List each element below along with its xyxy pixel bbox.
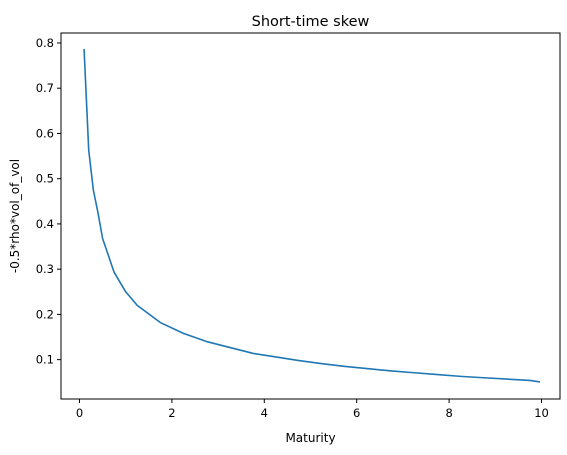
y-tick-label: 0.1 <box>36 353 54 367</box>
x-axis-ticks: 0 2 4 6 8 10 <box>76 399 549 420</box>
series-line-0 <box>83 48 541 383</box>
x-tick-label: 8 <box>445 406 452 420</box>
y-axis-label: -0.5*rho*vol_of_vol <box>8 159 22 273</box>
x-axis-label: Maturity <box>285 431 335 445</box>
y-axis-ticks: 0.1 0.2 0.3 0.4 0.5 0.6 0.7 0.8 <box>36 36 61 367</box>
y-tick-label: 0.5 <box>36 172 54 186</box>
x-tick-label: 6 <box>353 406 360 420</box>
y-tick-label: 0.4 <box>36 217 54 231</box>
x-tick-label: 2 <box>168 406 175 420</box>
y-tick-label: 0.6 <box>36 126 54 140</box>
plot-frame <box>60 32 561 400</box>
y-tick-label: 0.7 <box>36 81 54 95</box>
y-tick-label: 0.2 <box>36 307 54 321</box>
x-tick-label: 10 <box>534 406 549 420</box>
x-tick-label: 4 <box>261 406 268 420</box>
y-tick-label: 0.3 <box>36 262 54 276</box>
y-tick-label: 0.8 <box>36 36 54 50</box>
plot-area: 0 2 4 6 8 10 0.1 0.2 0.3 0.4 0.5 0.6 0.7 0.8 <box>36 32 561 420</box>
series-group <box>83 48 541 383</box>
x-tick-label: 0 <box>76 406 83 420</box>
chart-title: Short-time skew <box>252 14 370 30</box>
